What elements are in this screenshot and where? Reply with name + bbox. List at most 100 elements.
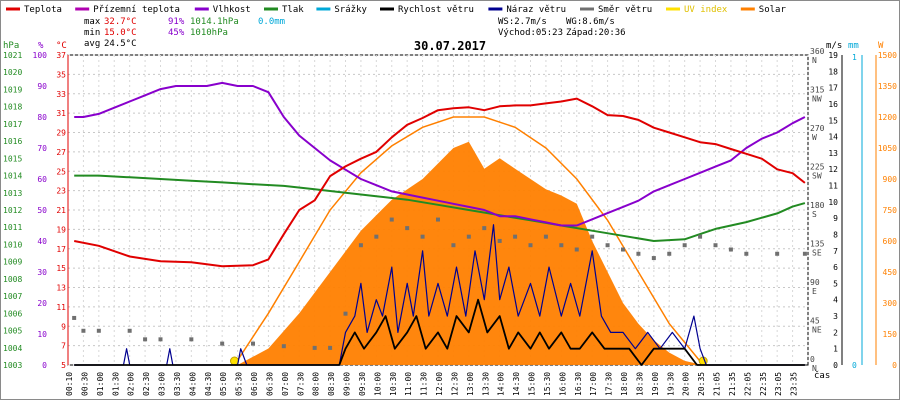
wind-dir-point-2 xyxy=(96,328,101,333)
tick-x-28: 14:00 xyxy=(497,372,506,396)
legend-label-0: Teplota xyxy=(24,5,62,15)
tick-wind-11: 11 xyxy=(828,182,838,191)
x-axis: 00:10 00:30 01:00 01:30 02:00 02:30 03:00 03:30… xyxy=(65,372,799,396)
tick-humidity-2: 20 xyxy=(37,299,47,308)
legend-label-6: Náraz větru xyxy=(506,5,566,15)
tick-x-30: 15:00 xyxy=(528,372,537,396)
tick-solar-5: 750 xyxy=(883,206,898,215)
tick-dir-name-5: SW xyxy=(812,172,822,181)
tick-temp-8: 21 xyxy=(56,206,66,215)
tick-pressure-0: 1003 xyxy=(3,361,22,370)
tick-solar-3: 450 xyxy=(883,268,898,277)
tick-temp-10: 25 xyxy=(56,167,66,176)
stat-max-label: max xyxy=(84,17,101,27)
tick-temp-13: 31 xyxy=(56,109,66,118)
stat-min-label: min xyxy=(84,28,100,38)
tick-x-29: 14:30 xyxy=(512,372,521,396)
wind-dir-point-19 xyxy=(451,243,456,248)
stat-max-temp: 32.7°C xyxy=(104,17,137,27)
stat-wg: WG:8.6m/s xyxy=(566,17,615,27)
wind-dir-point-10 xyxy=(312,345,317,350)
tick-x-14: 07:00 xyxy=(281,372,290,396)
tick-dir-name-0: N xyxy=(812,364,817,373)
tick-x-10: 05:00 xyxy=(219,372,228,396)
tick-dir-deg-3: 135 xyxy=(810,240,825,249)
legend: Teplota Přízemní teplota Vlhkost Tlak Srážky… xyxy=(6,5,786,15)
tick-humidity-10: 100 xyxy=(33,51,48,60)
tick-temp-11: 27 xyxy=(56,148,66,157)
tick-temp-2: 9 xyxy=(61,322,66,331)
tick-x-47: 23:35 xyxy=(790,372,799,396)
wind-dir-point-34 xyxy=(682,243,687,248)
tick-wind-5: 5 xyxy=(833,279,838,288)
tick-x-1: 00:30 xyxy=(80,372,89,396)
tick-x-32: 16:00 xyxy=(558,372,567,396)
tick-x-24: 12:00 xyxy=(435,372,444,396)
tick-x-35: 17:30 xyxy=(605,372,614,396)
tick-solar-7: 1050 xyxy=(878,144,897,153)
tick-x-45: 22:35 xyxy=(759,372,768,396)
wind-dir-point-4 xyxy=(143,337,148,342)
wind-dir-point-16 xyxy=(405,226,410,231)
tick-pressure-3: 1006 xyxy=(3,309,22,318)
tick-wind-4: 4 xyxy=(833,296,838,305)
tick-humidity-8: 80 xyxy=(37,113,47,122)
wind-dir-point-40 xyxy=(802,251,807,256)
tick-pressure-18: 1021 xyxy=(3,51,22,60)
tick-x-16: 08:00 xyxy=(312,372,321,396)
tick-humidity-7: 70 xyxy=(37,144,47,153)
wind-dir-point-0 xyxy=(72,315,77,320)
tick-dir-name-6: W xyxy=(812,133,817,142)
wind-dir-point-5 xyxy=(158,337,163,342)
wind-dir-point-29 xyxy=(605,243,610,248)
tick-temp-7: 19 xyxy=(56,225,66,234)
wind-dir-point-17 xyxy=(420,234,425,239)
tick-x-8: 04:00 xyxy=(188,372,197,396)
tick-wind-1: 1 xyxy=(833,345,838,354)
tick-x-39: 19:30 xyxy=(666,372,675,396)
tick-pressure-7: 1010 xyxy=(3,240,22,249)
tick-x-40: 20:00 xyxy=(682,372,691,396)
tick-wind-8: 8 xyxy=(833,230,838,239)
tick-humidity-5: 50 xyxy=(37,206,47,215)
tick-wind-7: 7 xyxy=(833,247,838,256)
tick-x-5: 02:30 xyxy=(142,372,151,396)
wind-dir-point-30 xyxy=(621,247,625,252)
tick-wind-16: 16 xyxy=(828,100,838,109)
wind-dir-point-39 xyxy=(775,251,780,256)
legend-label-9: Solar xyxy=(759,5,787,15)
tick-x-12: 06:00 xyxy=(250,372,259,396)
tick-x-23: 11:30 xyxy=(420,372,429,396)
wind-dir-point-35 xyxy=(698,234,703,239)
tick-pressure-12: 1015 xyxy=(3,154,22,163)
unit-hpa: hPa xyxy=(3,41,19,51)
tick-x-22: 11:00 xyxy=(404,372,413,396)
wind-dir-point-3 xyxy=(127,328,132,333)
solar-area xyxy=(237,141,704,365)
tick-humidity-3: 30 xyxy=(37,268,47,277)
stats-panel: max 32.7°C 91% 1014.1hPa 0.0mm min 15.0°… xyxy=(84,17,626,49)
tick-solar-1: 150 xyxy=(883,330,898,339)
wind-dir-point-24 xyxy=(528,243,533,248)
axes: 1003100410051006100710081009101010111012… xyxy=(3,47,897,373)
legend-label-5: Rychlost větru xyxy=(398,5,474,15)
axis-units: hPa % °C m/s mm W xyxy=(3,41,884,51)
tick-wind-3: 3 xyxy=(833,312,838,321)
tick-dir-name-7: NW xyxy=(812,95,822,104)
tick-wind-0: 0 xyxy=(833,361,838,370)
tick-temp-6: 17 xyxy=(56,245,66,254)
wind-dir-point-23 xyxy=(513,234,518,239)
tick-dir-deg-7: 315 xyxy=(810,86,825,95)
humidity-line xyxy=(74,81,806,227)
unit-ms: m/s xyxy=(826,41,842,51)
tick-rain-0: 0 xyxy=(852,361,857,370)
tick-dir-name-4: S xyxy=(812,210,817,219)
stat-sunrise: Východ:05:23 xyxy=(498,28,563,38)
tick-humidity-0: 0 xyxy=(42,361,47,370)
legend-label-2: Vlhkost xyxy=(213,5,251,15)
wind-dir-point-28 xyxy=(590,234,595,239)
tick-solar-4: 600 xyxy=(883,237,898,246)
tick-dir-deg-8: 360 xyxy=(810,47,825,56)
tick-x-15: 07:30 xyxy=(296,372,305,396)
series-lines xyxy=(74,81,806,366)
